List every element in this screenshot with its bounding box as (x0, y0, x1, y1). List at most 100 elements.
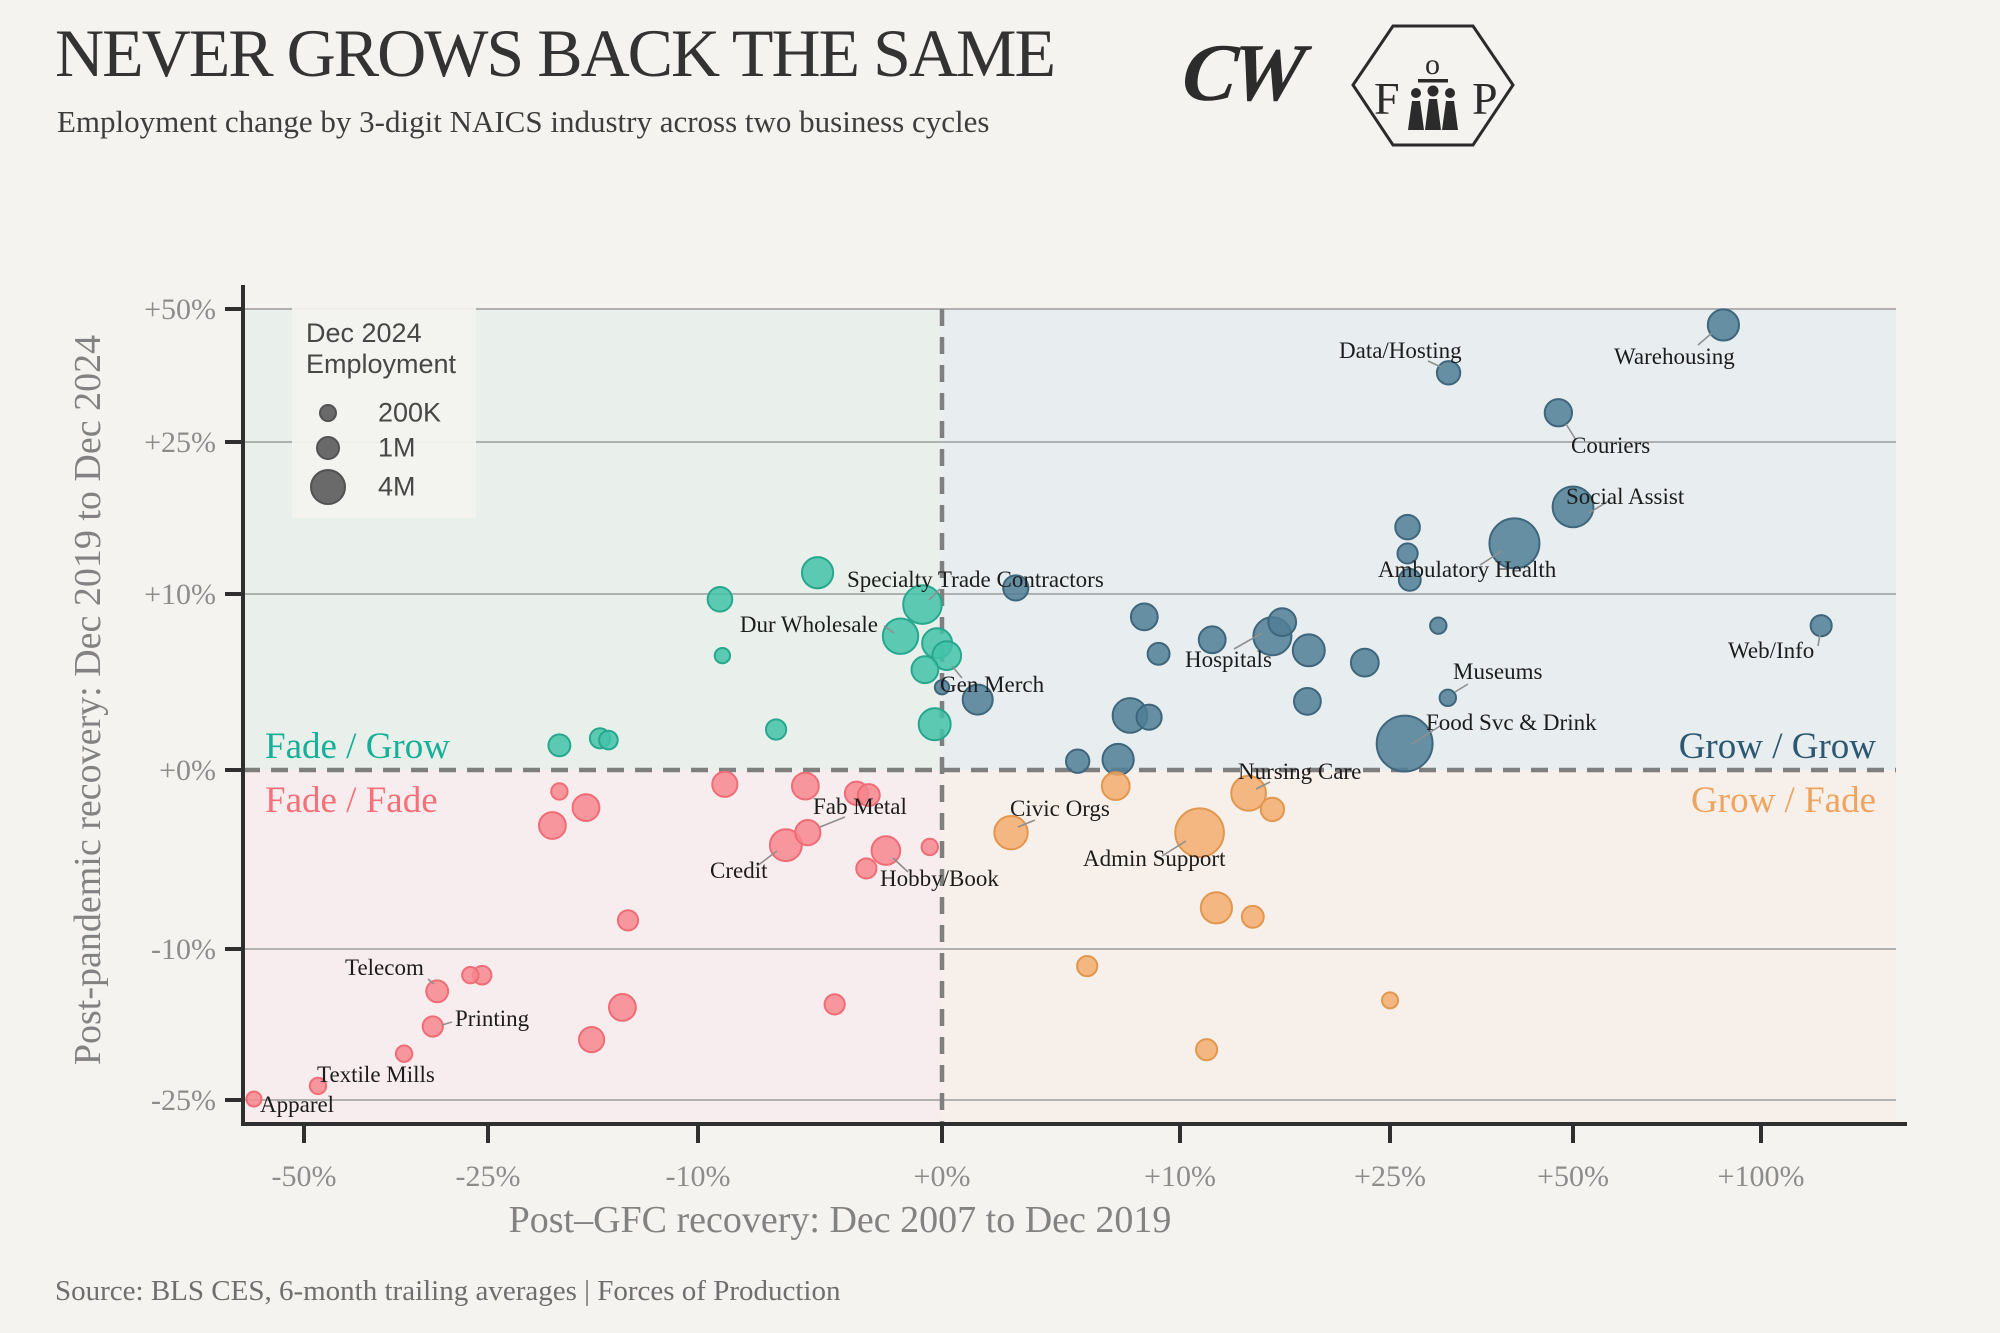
bubble-grow-grow-26 (961, 683, 994, 716)
bubble-grow-grow-14 (1267, 607, 1298, 638)
bubble-fade-fade-10 (855, 857, 878, 880)
bubble-fade-fade-12 (616, 909, 640, 932)
bubble-grow-grow-16 (1291, 633, 1326, 668)
x-tick-label--25: -25% (456, 1160, 521, 1193)
bubble-grow-fade-7 (1076, 955, 1099, 978)
bubble-fade-grow-7 (713, 646, 732, 665)
bubble-social-assist (1551, 485, 1595, 529)
point-label-civic-orgs: Civic Orgs (1010, 796, 1110, 821)
bubble-grow-grow-7 (1397, 567, 1422, 592)
leader-couriers (1565, 423, 1577, 441)
legend-label-4m: 4M (378, 471, 416, 502)
bubble-fade-fade-4 (550, 782, 569, 801)
people-icon (1408, 85, 1458, 130)
bubble-fade-grow-1 (706, 585, 734, 613)
leader-food-svc-drink (1411, 725, 1441, 745)
leader-nursing-care (1255, 781, 1271, 790)
bubble-food-svc-drink (1375, 714, 1434, 773)
legend-circle-200k (319, 404, 337, 422)
bubble-grow-grow-24 (1064, 748, 1091, 774)
page-subtitle: Employment change by 3-digit NAICS indus… (57, 104, 990, 139)
fop-letter-p: P (1472, 73, 1498, 124)
bubble-fade-fade-3 (856, 783, 881, 808)
bubble-apparel (245, 1090, 263, 1108)
bubble-grow-fade-0 (1100, 771, 1131, 801)
quadrant-fade-fade (243, 770, 942, 1124)
quadrant-label-fade-fade: Fade / Fade (265, 780, 438, 821)
quadrant-grow-grow (942, 309, 1896, 770)
legend-label-1m: 1M (378, 432, 416, 463)
bubble-grow-grow-19 (1293, 686, 1322, 716)
x-tick-label--50: -50% (272, 1160, 337, 1193)
bubble-fade-fade-1 (790, 771, 820, 801)
x-axis-title: Post–GFC recovery: Dec 2007 to Dec 2019 (508, 1199, 1172, 1241)
point-label-textile-mills: Textile Mills (317, 1062, 435, 1087)
bubble-grow-fade-5 (1199, 891, 1233, 925)
point-label-gen-merch: Gen Merch (940, 672, 1045, 697)
fop-underline (1418, 79, 1448, 83)
y-axis-title: Post-pandemic recovery: Dec 2019 to Dec … (67, 334, 109, 1066)
y-tick-label-0: +0% (159, 754, 216, 787)
bubble-grow-grow-23 (1101, 742, 1135, 777)
point-label-couriers: Couriers (1571, 433, 1650, 458)
bubble-fade-fade-6 (538, 811, 567, 840)
leader-gen-merch (951, 665, 963, 679)
bubble-data-hosting (1435, 360, 1462, 386)
bubble-fade-fade-17 (461, 965, 480, 985)
point-label-fab-metal: Fab Metal (813, 794, 907, 819)
size-legend: Dec 2024 Employment 200K 1M 4M (292, 308, 476, 518)
quadrant-label-grow-fade: Grow / Fade (1691, 780, 1876, 821)
x-tick-label-0: +0% (914, 1160, 971, 1193)
point-label-credit: Credit (710, 858, 768, 883)
y-tick-label--10: -10% (151, 933, 216, 966)
bubble-specialty-trade-contractors (902, 584, 943, 625)
bubble-fade-grow-12 (598, 729, 619, 751)
leader-telecom (427, 978, 435, 985)
point-label-museums: Museums (1453, 659, 1543, 684)
bubble-printing (421, 1015, 444, 1038)
y-tick-label-25: +25% (144, 426, 216, 459)
leader-admin-support (1161, 840, 1187, 857)
bubble-warehousing (1706, 308, 1740, 342)
point-label-hospitals: Hospitals (1185, 647, 1272, 672)
legend-title-line2: Employment (306, 349, 457, 380)
fop-hexagon (1351, 24, 1515, 147)
bubble-fade-fade-11 (920, 837, 939, 857)
y-tick-label-50: +50% (144, 293, 216, 326)
bubble-fade-fade-13 (823, 993, 846, 1016)
x-tick-label--10: -10% (666, 1160, 731, 1193)
page-title: NEVER GROWS BACK THE SAME (55, 15, 1056, 91)
bubble-fade-grow-9 (764, 718, 788, 741)
point-label-printing: Printing (455, 1006, 530, 1031)
leader-web-info (1817, 633, 1821, 647)
x-tick-label-50: +50% (1537, 1160, 1609, 1193)
bubble-grow-grow-25 (933, 679, 951, 696)
leader-dur-wholesale (883, 625, 895, 634)
bubble-nursing-care (1230, 774, 1267, 812)
bubble-web-info (1809, 614, 1833, 638)
bubble-grow-fade-6 (1240, 904, 1265, 929)
bubble-fade-grow-10 (547, 733, 572, 758)
leader-warehousing (1697, 332, 1713, 346)
bubble-dur-wholesale (881, 617, 920, 655)
bubble-grow-fade-8 (1381, 991, 1399, 1010)
bubble-ambulatory-health (1488, 517, 1541, 570)
bubble-fab-metal (794, 819, 822, 847)
legend-title-line1: Dec 2024 (306, 318, 422, 348)
x-tick-label-10: +10% (1144, 1160, 1216, 1193)
leader-fab-metal (819, 816, 846, 828)
bubble-fade-fade-20 (394, 1044, 414, 1063)
point-label-admin-support: Admin Support (1083, 846, 1226, 871)
bubble-grow-fade-9 (1195, 1038, 1219, 1062)
bubble-grow-grow-21 (1135, 703, 1163, 731)
quadrant-label-grow-grow: Grow / Grow (1679, 726, 1877, 767)
bubble-hobby-book (870, 835, 902, 866)
leader-social-assist (1588, 499, 1611, 514)
point-label-apparel: Apparel (260, 1092, 334, 1117)
leader-hospitals (1233, 632, 1263, 650)
leader-data-hosting (1427, 360, 1442, 368)
bubble-grow-grow-4 (1394, 513, 1421, 541)
bubble-fade-fade-5 (571, 793, 601, 822)
point-label-telecom: Telecom (345, 955, 424, 980)
